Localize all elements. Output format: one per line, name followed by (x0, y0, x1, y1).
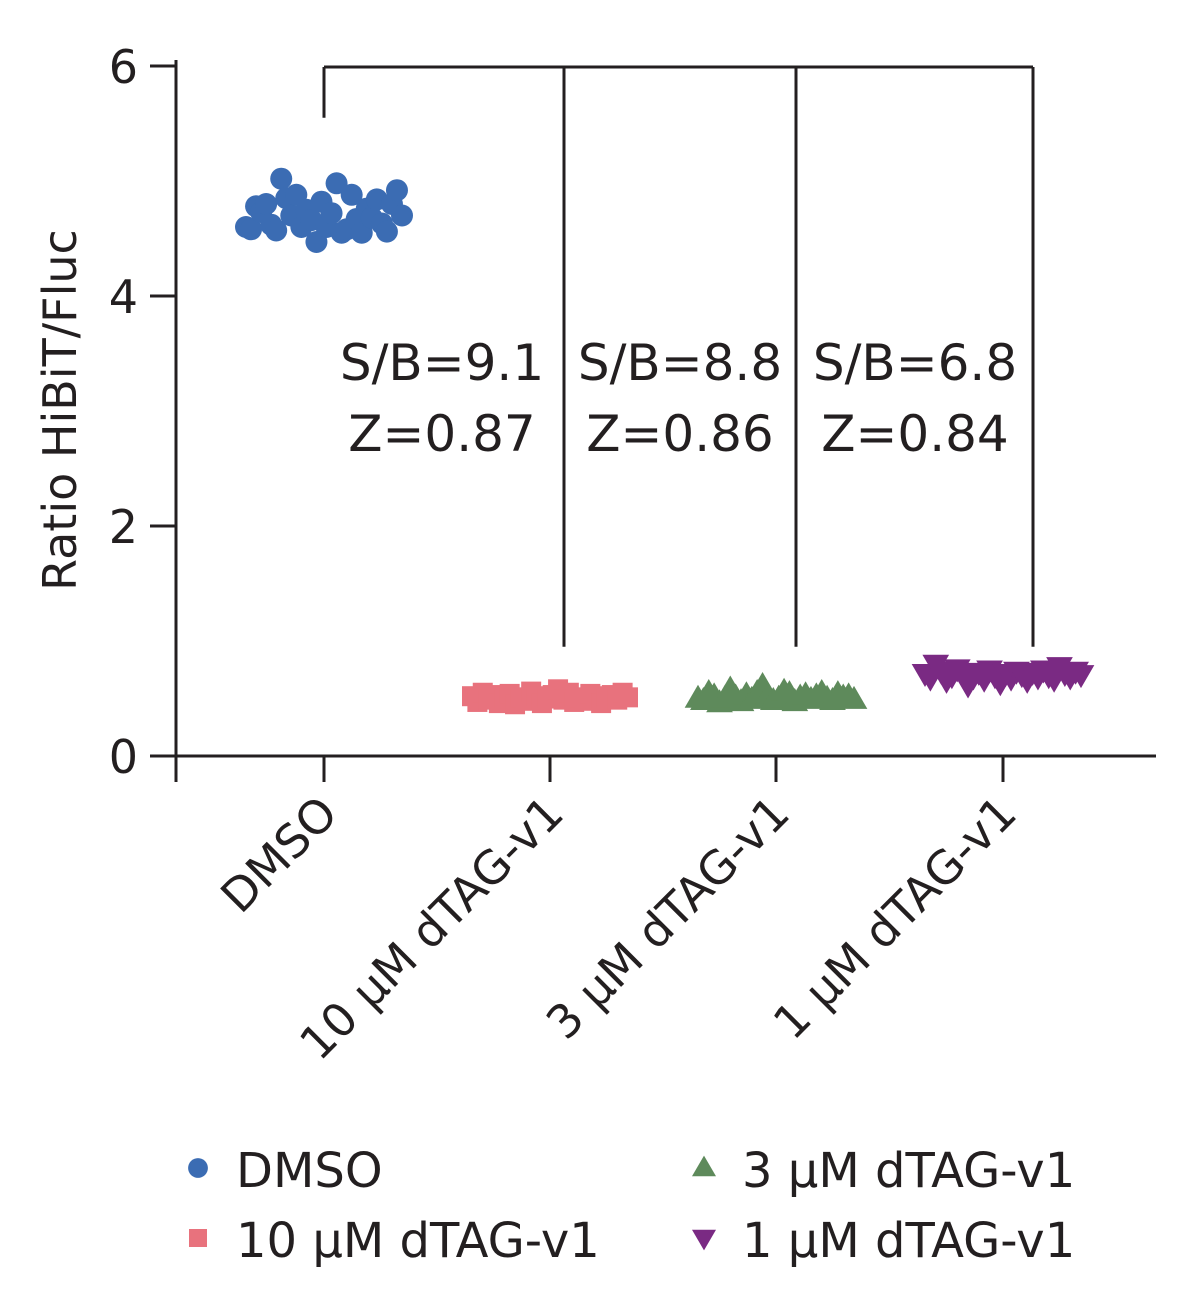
legend-label: 10 µM dTAG-v1 (236, 1213, 600, 1269)
legend-label: DMSO (236, 1143, 383, 1199)
legend-label: 3 µM dTAG-v1 (742, 1143, 1075, 1199)
data-point (255, 193, 278, 215)
y-tick-label: 4 (109, 270, 138, 324)
data-points (235, 167, 1095, 715)
data-point (385, 179, 408, 202)
comparison-annotation-text: Z=0.87 (348, 405, 535, 463)
x-tick-label: 1 µM dTAG-v1 (763, 786, 1027, 1050)
y-tick-label: 0 (109, 730, 138, 784)
x-tick-label: 3 µM dTAG-v1 (536, 786, 800, 1050)
series-3 (911, 654, 1095, 699)
legend-marker (691, 1229, 717, 1251)
x-tick-label: DMSO (210, 786, 348, 924)
comparison-annotations: S/B=9.1 Z=0.87 S/B=8.8 Z=0.86 S/B=6.8 Z=0.84 (340, 334, 1017, 463)
comparison-annotation-text: S/B=8.8 (578, 334, 782, 392)
comparison-annotation-text: Z=0.86 (586, 405, 773, 463)
data-point (1067, 665, 1095, 689)
legend-item: 3 µM dTAG-v1 (691, 1143, 1075, 1199)
y-tick-label: 2 (109, 500, 138, 554)
y-tick-label: 6 (109, 40, 138, 94)
comparison-brackets (322, 65, 1035, 647)
legend-item: DMSO (188, 1143, 383, 1199)
data-point (340, 183, 363, 206)
comparison-annotation-text: S/B=6.8 (813, 334, 1017, 392)
series-0 (235, 167, 413, 253)
comparison-annotation-text: S/B=9.1 (340, 334, 544, 392)
data-point (325, 172, 348, 195)
data-point (840, 685, 868, 709)
series-2 (684, 672, 868, 713)
data-point (320, 202, 343, 225)
data-point (265, 219, 288, 242)
data-point (240, 218, 263, 241)
data-point (375, 220, 398, 243)
legend-item: 10 µM dTAG-v1 (189, 1213, 600, 1269)
y-axis-label: Ratio HiBiT/Fluc (33, 229, 87, 591)
legend-marker (188, 1158, 208, 1178)
legend-item: 1 µM dTAG-v1 (691, 1213, 1075, 1269)
legend-marker (189, 1229, 207, 1247)
axes: 0 2 4 6 (109, 40, 1156, 784)
data-point (618, 687, 638, 708)
legend: DMSO 10 µM dTAG-v1 3 µM dTAG-v1 1 µM dTAG-v… (188, 1143, 1075, 1269)
series-1 (462, 679, 638, 715)
data-point (391, 204, 413, 227)
comparison-annotation-text: Z=0.84 (821, 405, 1008, 463)
legend-label: 1 µM dTAG-v1 (742, 1213, 1075, 1269)
legend-marker (691, 1155, 717, 1177)
data-point (270, 167, 293, 190)
